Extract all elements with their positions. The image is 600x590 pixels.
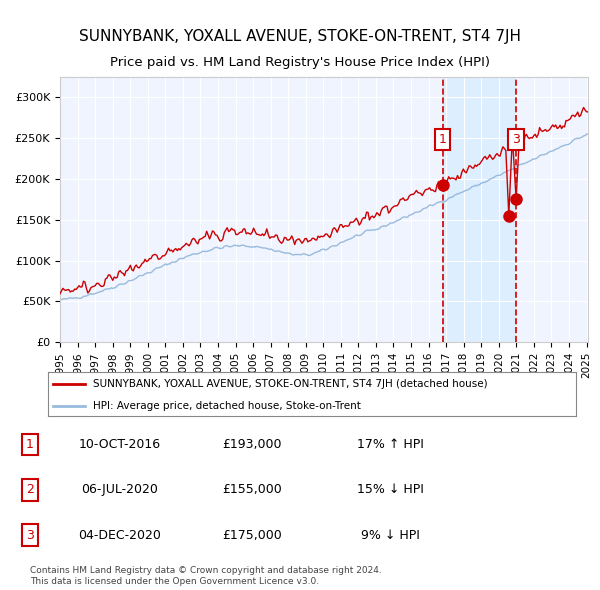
Text: 17% ↑ HPI: 17% ↑ HPI xyxy=(356,438,424,451)
Text: 04-DEC-2020: 04-DEC-2020 xyxy=(79,529,161,542)
Text: 3: 3 xyxy=(26,529,34,542)
Text: Price paid vs. HM Land Registry's House Price Index (HPI): Price paid vs. HM Land Registry's House … xyxy=(110,56,490,69)
Text: 1: 1 xyxy=(26,438,34,451)
Text: 15% ↓ HPI: 15% ↓ HPI xyxy=(356,483,424,496)
Text: Contains HM Land Registry data © Crown copyright and database right 2024.: Contains HM Land Registry data © Crown c… xyxy=(30,566,382,575)
Text: 1: 1 xyxy=(439,133,447,146)
Text: 9% ↓ HPI: 9% ↓ HPI xyxy=(361,529,419,542)
Text: HPI: Average price, detached house, Stoke-on-Trent: HPI: Average price, detached house, Stok… xyxy=(93,401,361,411)
Text: £155,000: £155,000 xyxy=(222,483,282,496)
Text: SUNNYBANK, YOXALL AVENUE, STOKE-ON-TRENT, ST4 7JH (detached house): SUNNYBANK, YOXALL AVENUE, STOKE-ON-TRENT… xyxy=(93,379,488,389)
Text: 3: 3 xyxy=(512,133,520,146)
Text: 06-JUL-2020: 06-JUL-2020 xyxy=(82,483,158,496)
Text: £193,000: £193,000 xyxy=(222,438,282,451)
Text: SUNNYBANK, YOXALL AVENUE, STOKE-ON-TRENT, ST4 7JH: SUNNYBANK, YOXALL AVENUE, STOKE-ON-TRENT… xyxy=(79,30,521,44)
Text: 10-OCT-2016: 10-OCT-2016 xyxy=(79,438,161,451)
Text: 2: 2 xyxy=(26,483,34,496)
Text: £175,000: £175,000 xyxy=(222,529,282,542)
Text: This data is licensed under the Open Government Licence v3.0.: This data is licensed under the Open Gov… xyxy=(30,577,319,586)
Bar xyxy=(443,77,516,342)
